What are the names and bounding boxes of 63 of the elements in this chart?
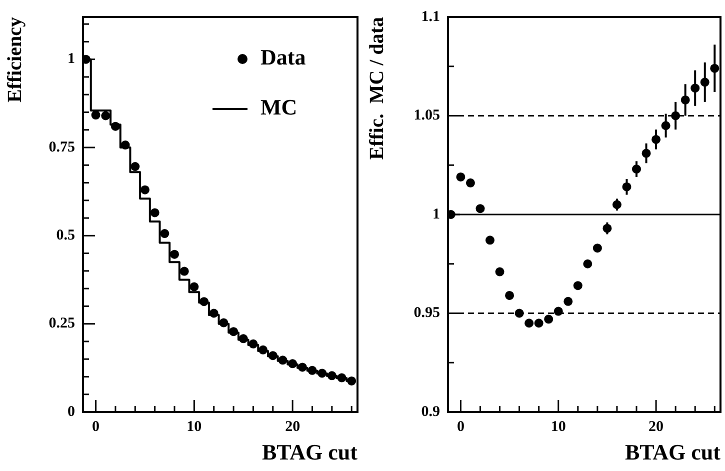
- point: [200, 297, 209, 306]
- point: [298, 362, 307, 372]
- y-tick-label: 0.75: [48, 139, 75, 156]
- x-tick-label: 0: [456, 418, 464, 435]
- y-tick-label: 1.05: [414, 108, 440, 124]
- y-tick-label: 0.95: [414, 305, 440, 322]
- point: [327, 371, 336, 380]
- point: [347, 376, 356, 386]
- point: [554, 306, 563, 316]
- x-tick-label: 0: [92, 418, 100, 435]
- point: [505, 290, 514, 300]
- legend-label: Data: [260, 44, 306, 70]
- point: [524, 318, 534, 328]
- point: [318, 368, 327, 378]
- point: [120, 140, 130, 150]
- point: [278, 356, 288, 365]
- x-tick-label: 20: [648, 418, 664, 435]
- x-tick-label: 20: [285, 418, 300, 435]
- x-tick-label: 10: [550, 418, 566, 435]
- point: [268, 351, 278, 360]
- point: [466, 178, 475, 188]
- y-tick-label: 1: [432, 206, 440, 222]
- y-tick-label: 0.9: [421, 404, 440, 420]
- point: [91, 110, 100, 120]
- point: [514, 308, 524, 318]
- point: [495, 267, 504, 276]
- point: [209, 308, 218, 318]
- y-tick-label: 0.25: [48, 316, 75, 332]
- point: [219, 318, 228, 328]
- point: [583, 259, 592, 268]
- point: [180, 266, 189, 276]
- point: [544, 314, 554, 324]
- y-axis-title: Efficiency: [4, 17, 26, 103]
- point: [229, 327, 238, 336]
- x-axis-title: BTAG cut: [262, 439, 358, 464]
- point: [101, 111, 110, 120]
- x-axis-title: BTAG cut: [624, 439, 722, 464]
- point: [140, 185, 150, 194]
- point: [456, 172, 466, 182]
- point: [170, 250, 179, 259]
- x-tick-label: 10: [186, 418, 202, 435]
- point: [150, 208, 160, 218]
- y-tick-label: 0: [68, 404, 75, 420]
- legend-label: MC: [260, 94, 298, 120]
- point: [110, 122, 120, 131]
- point: [476, 204, 485, 214]
- point: [573, 281, 582, 290]
- point: [534, 318, 544, 328]
- point: [130, 162, 140, 172]
- point: [288, 359, 298, 368]
- point: [160, 229, 170, 238]
- point: [337, 373, 346, 382]
- point: [238, 334, 248, 344]
- point: [308, 366, 317, 375]
- y-tick-label: 1: [68, 51, 75, 68]
- point: [486, 236, 494, 245]
- point: [564, 296, 573, 306]
- y-axis-title: Effic. MC / data: [366, 17, 388, 160]
- point: [258, 345, 268, 354]
- y-tick-label: 0.5: [56, 228, 75, 244]
- point: [248, 339, 258, 348]
- point: [190, 282, 199, 292]
- y-tick-label: 1.1: [421, 8, 440, 25]
